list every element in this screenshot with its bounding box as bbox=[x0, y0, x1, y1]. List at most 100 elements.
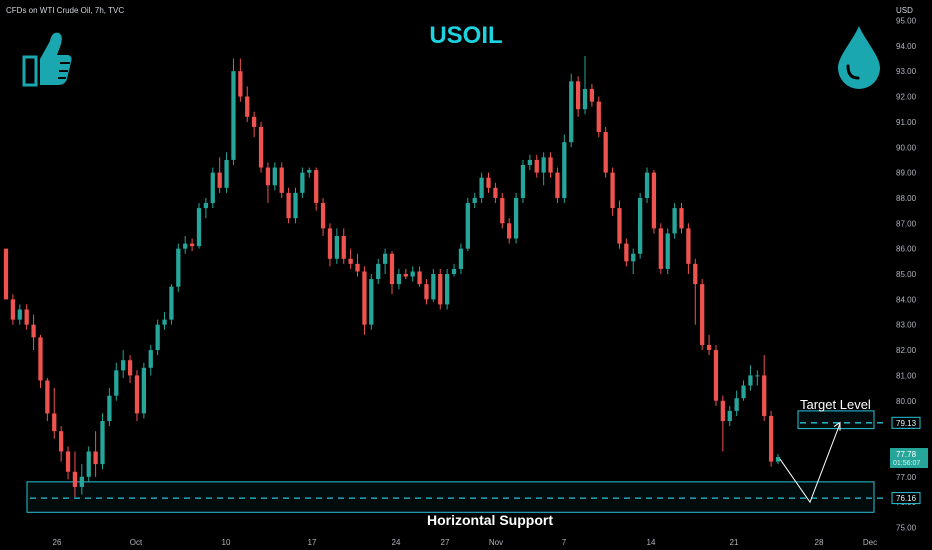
candle bbox=[217, 157, 222, 193]
candle bbox=[348, 248, 353, 269]
candle bbox=[575, 76, 581, 117]
symbol-description: CFDs on WTI Crude Oil, 7h, TVC bbox=[6, 6, 125, 15]
x-tick-label: 14 bbox=[647, 538, 656, 547]
candle bbox=[768, 410, 774, 467]
water-drop-icon bbox=[834, 24, 884, 95]
candle bbox=[410, 266, 415, 282]
y-tick-label: 80.00 bbox=[896, 397, 917, 406]
candle bbox=[472, 192, 477, 209]
y-tick-label: 81.00 bbox=[896, 371, 917, 380]
y-tick-label: 94.00 bbox=[896, 42, 917, 51]
candle bbox=[693, 258, 698, 325]
candle bbox=[265, 162, 271, 204]
y-tick-label: 86.00 bbox=[896, 245, 917, 254]
candle bbox=[755, 370, 760, 386]
x-tick-label: 26 bbox=[53, 538, 62, 547]
y-tick-label: 85.00 bbox=[896, 270, 917, 279]
y-tick-label: 90.00 bbox=[896, 143, 917, 152]
x-tick-label: 7 bbox=[562, 538, 567, 547]
candle bbox=[762, 355, 767, 422]
candle bbox=[445, 268, 450, 310]
candle bbox=[541, 152, 546, 186]
candle bbox=[45, 377, 50, 422]
candle bbox=[183, 235, 188, 254]
x-tick-label: Nov bbox=[489, 538, 503, 547]
candle bbox=[121, 350, 126, 378]
candle bbox=[189, 238, 195, 252]
candle bbox=[713, 344, 719, 406]
current-price-label: 77.78 bbox=[896, 450, 917, 459]
candle bbox=[396, 268, 402, 290]
x-tick-label: 10 bbox=[222, 538, 231, 547]
y-tick-label: 88.00 bbox=[896, 194, 917, 203]
candle bbox=[596, 96, 601, 138]
candle bbox=[59, 426, 64, 462]
candle bbox=[610, 167, 615, 216]
y-tick-label: 75.00 bbox=[896, 524, 917, 533]
x-tick-label: 27 bbox=[441, 538, 450, 547]
candle bbox=[706, 334, 712, 356]
candle bbox=[513, 192, 519, 244]
candle bbox=[651, 170, 657, 234]
candle bbox=[162, 312, 167, 330]
candle bbox=[555, 167, 560, 204]
candle bbox=[507, 218, 512, 244]
candle bbox=[31, 314, 36, 351]
candle bbox=[562, 134, 567, 204]
candle bbox=[334, 228, 339, 264]
thumbs-up-icon bbox=[18, 27, 74, 94]
candle bbox=[569, 73, 574, 148]
candle bbox=[3, 248, 9, 300]
candle bbox=[65, 446, 71, 480]
target-zone bbox=[797, 410, 875, 430]
candle bbox=[403, 268, 408, 280]
y-tick-label: 84.00 bbox=[896, 295, 917, 304]
candle bbox=[114, 362, 119, 401]
candle bbox=[658, 223, 663, 274]
candle bbox=[307, 167, 312, 178]
candle bbox=[775, 453, 781, 465]
candle bbox=[700, 279, 705, 351]
candle bbox=[355, 253, 360, 277]
candle bbox=[210, 167, 215, 209]
support-price-label: 76.16 bbox=[896, 494, 917, 503]
projection-arrow-head bbox=[833, 421, 841, 431]
candle bbox=[107, 388, 112, 427]
candle bbox=[603, 126, 608, 178]
candle bbox=[238, 58, 243, 102]
candle bbox=[196, 203, 202, 249]
candle bbox=[679, 203, 684, 234]
candle bbox=[672, 203, 677, 239]
projection-path bbox=[779, 423, 841, 504]
candle bbox=[493, 182, 498, 204]
candle bbox=[169, 284, 174, 325]
candle bbox=[93, 431, 98, 477]
candle bbox=[148, 344, 153, 376]
x-tick-label: 17 bbox=[308, 538, 317, 547]
candle bbox=[548, 152, 553, 178]
candle bbox=[252, 111, 257, 138]
candle bbox=[741, 380, 746, 401]
support-zone bbox=[26, 481, 875, 513]
candle bbox=[638, 192, 643, 259]
candle bbox=[431, 268, 436, 302]
candle bbox=[451, 263, 457, 277]
y-tick-label: 83.00 bbox=[896, 321, 917, 330]
candle bbox=[582, 55, 588, 115]
candle bbox=[458, 243, 464, 274]
candle bbox=[224, 152, 229, 193]
candle bbox=[141, 362, 146, 419]
candle bbox=[362, 266, 367, 335]
candle bbox=[272, 162, 277, 191]
candle bbox=[341, 228, 346, 264]
y-tick-label: 82.00 bbox=[896, 346, 917, 355]
current-price-box bbox=[890, 448, 928, 469]
y-tick-label: 93.00 bbox=[896, 67, 917, 76]
candle bbox=[382, 248, 388, 274]
candle bbox=[231, 58, 236, 165]
candle bbox=[486, 172, 491, 193]
candle bbox=[286, 187, 291, 224]
x-tick-label: 28 bbox=[815, 538, 824, 547]
candle bbox=[17, 304, 22, 325]
